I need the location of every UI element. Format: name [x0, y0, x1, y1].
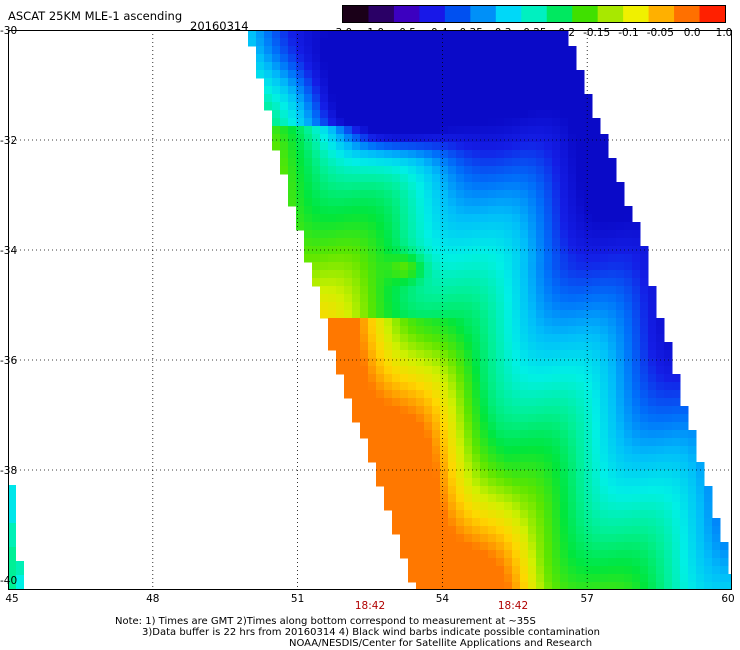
- latitude-tick-label: -40: [0, 575, 18, 587]
- map-date: 20160314: [190, 19, 249, 33]
- colorbar-swatch: [368, 6, 395, 22]
- note-line-2: 3)Data buffer is 22 hrs from 20160314 4)…: [142, 627, 600, 638]
- map-title: ASCAT 25KM MLE-1 ascending: [8, 9, 183, 23]
- map-plot: [8, 30, 732, 590]
- colorbar-swatch: [648, 6, 675, 22]
- colorbar-swatch: [419, 6, 446, 22]
- graticule: [8, 30, 732, 590]
- colorbar-swatch: [393, 6, 420, 22]
- colorbar-swatch: [444, 6, 471, 22]
- longitude-tick-label: 57: [580, 593, 594, 605]
- latitude-tick-label: -34: [0, 245, 18, 257]
- time-label: 18:42: [497, 600, 529, 612]
- latitude-tick-label: -36: [0, 355, 18, 367]
- colorbar-swatch: [597, 6, 624, 22]
- edge-data-strip: [8, 547, 16, 590]
- latitude-tick-label: -32: [0, 135, 18, 147]
- colorbar-swatch: [343, 6, 370, 22]
- colorbar-swatch: [470, 6, 497, 22]
- colorbar-swatch: [521, 6, 548, 22]
- colorbar-swatch: [546, 6, 573, 22]
- wind-data-cells: [248, 30, 732, 590]
- edge-data-strip: [16, 575, 24, 590]
- colorbar-swatch: [674, 6, 701, 22]
- colorbar-swatch: [699, 6, 725, 22]
- colorbar-swatch: [495, 6, 522, 22]
- longitude-tick-label: 60: [721, 593, 735, 605]
- note-line-1: Note: 1) Times are GMT 2)Times along bot…: [115, 616, 536, 627]
- latitude-tick-label: -38: [0, 465, 18, 477]
- plot-frame: [8, 30, 732, 590]
- note-line-3: NOAA/NESDIS/Center for Satellite Applica…: [289, 638, 593, 649]
- colorbar-swatch: [572, 6, 599, 22]
- colorbar-swatch: [623, 6, 650, 22]
- longitude-tick-label: 48: [146, 593, 160, 605]
- longitude-tick-label: 45: [5, 593, 19, 605]
- longitude-tick-label: 54: [435, 593, 450, 605]
- latitude-tick-label: -30: [0, 25, 18, 37]
- time-label: 18:42: [354, 600, 386, 612]
- colorbar: [342, 5, 726, 23]
- longitude-tick-label: 51: [290, 593, 305, 605]
